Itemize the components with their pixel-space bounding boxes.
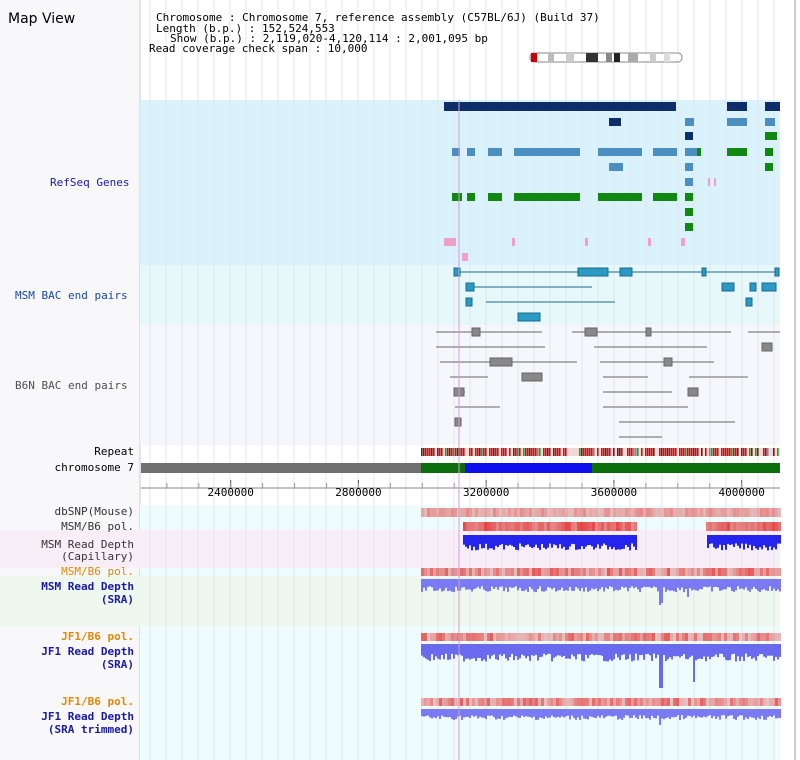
track-label-b6n-bac[interactable]: B6N BAC end pairs bbox=[15, 379, 128, 392]
length-info: Length (b.p.) : 152,524,553 bbox=[156, 22, 335, 35]
refseq-genes-track[interactable] bbox=[444, 102, 780, 261]
track-label-dbsnp: dbSNP(Mouse) bbox=[55, 505, 134, 518]
track-label-msm-depth-cap: MSM Read Depth bbox=[41, 538, 134, 551]
b6n-bac-track[interactable] bbox=[436, 327, 780, 438]
axis-tick-label: 2400000 bbox=[208, 486, 254, 499]
show-info: Show (b.p.) : 2,119,020-4,120,114 : 2,00… bbox=[170, 32, 488, 45]
chromosome-ideogram[interactable] bbox=[529, 52, 683, 63]
track-label-chromosome: chromosome 7 bbox=[55, 461, 134, 474]
chromosome-bar[interactable] bbox=[141, 463, 780, 473]
track-label-jf1-depth-trim-sub: (SRA trimmed) bbox=[48, 723, 134, 736]
chromosome-info: Chromosome : Chromosome 7, reference ass… bbox=[156, 11, 600, 24]
refseq-track-bg bbox=[140, 100, 780, 265]
track-label-jf1-depth-sra: JF1 Read Depth bbox=[41, 645, 134, 658]
track-label-jf1-b6-pol: JF1/B6 pol. bbox=[61, 630, 134, 643]
axis-tick-label: 3600000 bbox=[591, 486, 637, 499]
track-label-msm-bac[interactable]: MSM BAC end pairs bbox=[15, 289, 128, 302]
coverage-info: Read coverage check span : 10,000 bbox=[149, 42, 368, 55]
heatmap-tracks bbox=[421, 508, 781, 706]
track-label-refseq[interactable]: RefSeq Genes bbox=[50, 176, 129, 189]
repeat-track[interactable] bbox=[421, 448, 780, 456]
track-label-msm-depth-cap-sub: (Capillary) bbox=[61, 550, 134, 563]
axis-tick-label: 2800000 bbox=[335, 486, 381, 499]
position-axis: 2400000 2800000 3200000 3600000 4000000 bbox=[141, 480, 780, 499]
axis-tick-label: 3200000 bbox=[463, 486, 509, 499]
track-label-jf1-b6-pol-2: JF1/B6 pol. bbox=[61, 695, 134, 708]
track-label-repeat: Repeat bbox=[94, 445, 134, 458]
read-depth-tracks bbox=[421, 535, 781, 725]
track-label-msm-b6-pol: MSM/B6 pol. bbox=[61, 520, 134, 533]
label-column bbox=[0, 0, 140, 760]
page-title: Map View bbox=[8, 11, 75, 27]
track-label-jf1-depth-trim: JF1 Read Depth bbox=[41, 710, 134, 723]
track-label-msm-depth-sra: MSM Read Depth bbox=[41, 580, 134, 593]
track-label-msm-b6-pol-2: MSM/B6 pol. bbox=[61, 565, 134, 578]
b6n-bac-track-bg bbox=[140, 325, 780, 445]
track-label-jf1-depth-sra-sub: (SRA) bbox=[101, 658, 134, 671]
track-label-msm-depth-sra-sub: (SRA) bbox=[101, 593, 134, 606]
msm-bac-track[interactable] bbox=[453, 267, 780, 322]
axis-tick-label: 4000000 bbox=[718, 486, 764, 499]
